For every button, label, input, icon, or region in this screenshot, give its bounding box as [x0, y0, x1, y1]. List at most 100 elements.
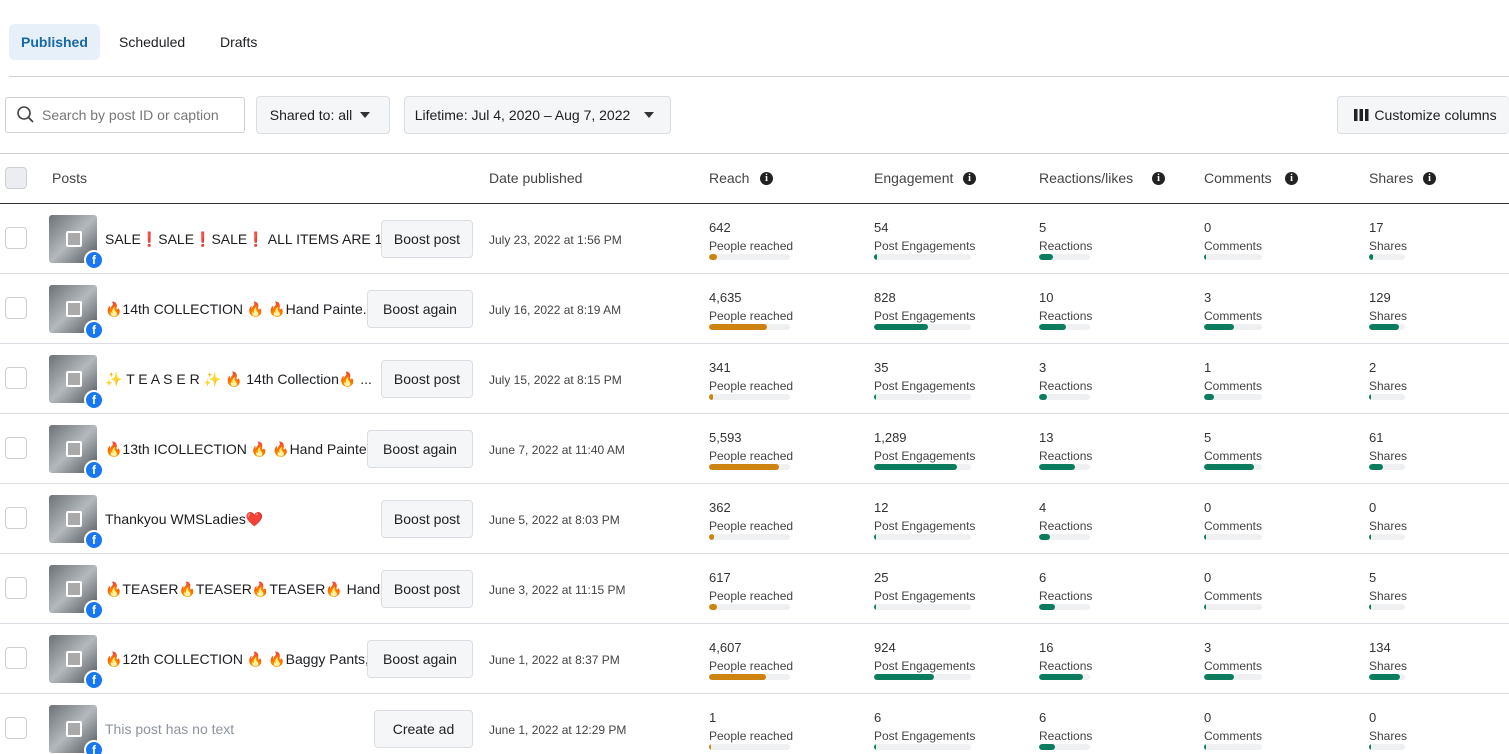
metric-label: Reactions — [1039, 379, 1093, 393]
row-checkbox[interactable] — [5, 507, 27, 529]
divider — [0, 153, 1509, 154]
post-caption[interactable]: ✨ T E A S E R ✨ 🔥 14th Collection🔥 ... — [105, 371, 372, 387]
post-caption[interactable]: SALE❗SALE❗SALE❗ ALL ITEMS ARE 119 1... — [105, 231, 421, 247]
metric-label: People reached — [709, 449, 794, 463]
row-action-button[interactable]: Boost post — [381, 570, 473, 608]
metric-label: Post Engagements — [874, 659, 976, 673]
row-action-button[interactable]: Boost post — [381, 360, 473, 398]
post-caption[interactable]: 🔥13th ICOLLECTION 🔥 🔥Hand Painte... — [105, 441, 379, 457]
metric-track — [1039, 464, 1090, 470]
customize-columns[interactable]: Customize columns — [1337, 96, 1509, 134]
header-border — [0, 203, 1509, 204]
post-caption[interactable]: This post has no text — [105, 721, 235, 737]
select-all-checkbox[interactable] — [5, 167, 27, 189]
thumbnail: f — [49, 495, 104, 550]
row-divider — [0, 413, 1509, 414]
row-divider — [0, 343, 1509, 344]
tab[interactable]: Drafts — [220, 34, 258, 50]
info-icon[interactable]: i — [1423, 172, 1436, 185]
album-icon — [66, 511, 82, 527]
shared-filter[interactable]: Shared to: all — [256, 96, 390, 134]
metric-value: 16 — [1039, 640, 1054, 655]
thumbnail: f — [49, 635, 104, 690]
metric-label: People reached — [709, 659, 794, 673]
row-checkbox[interactable] — [5, 647, 27, 669]
row-checkbox[interactable] — [5, 717, 27, 739]
search-box[interactable]: Search by post ID or caption — [5, 97, 245, 133]
metric-label: Shares — [1369, 379, 1408, 393]
post-caption[interactable]: 🔥12th COLLECTION 🔥 🔥Baggy Pants,... — [105, 651, 381, 667]
row-action-button[interactable]: Boost post — [381, 500, 473, 538]
metric-label: People reached — [709, 519, 794, 533]
post-caption[interactable]: 🔥14th COLLECTION 🔥 🔥Hand Painte... — [105, 301, 375, 317]
metric-value: 1,289 — [874, 430, 907, 445]
date-filter-label: Lifetime: Jul 4, 2020 – Aug 7, 2022 — [414, 107, 631, 123]
metric-value: 0 — [1369, 710, 1377, 725]
metric-value: 35 — [874, 360, 889, 375]
facebook-badge: f — [84, 530, 104, 550]
row-checkbox[interactable] — [5, 437, 27, 459]
row-action-button[interactable]: Create ad — [374, 710, 473, 748]
metric-bar — [1204, 674, 1234, 680]
tab[interactable]: Scheduled — [119, 34, 186, 50]
metric-bar — [709, 744, 711, 750]
metric-track — [1369, 674, 1405, 680]
metric-track — [709, 254, 790, 260]
metric-value: 0 — [1369, 500, 1377, 515]
metric-label: Comments — [1204, 239, 1263, 253]
metric-value: 129 — [1369, 290, 1391, 305]
row-action-button[interactable]: Boost again — [367, 430, 473, 468]
metric-track — [709, 534, 790, 540]
row-checkbox[interactable] — [5, 367, 27, 389]
album-icon — [66, 231, 82, 247]
metric-label: Reactions — [1039, 309, 1093, 323]
metric-bar — [874, 604, 876, 610]
metric-value: 12 — [874, 500, 889, 515]
thumbnail: f — [49, 355, 104, 410]
metric-bar — [1369, 674, 1400, 680]
date-published: July 16, 2022 at 8:19 AM — [489, 303, 622, 317]
metric-label: Comments — [1204, 379, 1263, 393]
row-action-button[interactable]: Boost again — [367, 290, 473, 328]
metric-value: 4 — [1039, 500, 1047, 515]
row-divider — [0, 273, 1509, 274]
metric-track — [874, 674, 971, 680]
post-caption[interactable]: 🔥TEASER🔥TEASER🔥TEASER🔥 Handp... — [105, 581, 400, 597]
metric-label: Reactions — [1039, 729, 1093, 743]
metric-label: Post Engagements — [874, 309, 976, 323]
post-caption[interactable]: Thankyou WMSLadies❤️ — [105, 511, 264, 527]
metric-bar — [1039, 744, 1056, 750]
metric-bar — [1204, 534, 1206, 540]
metric-bar — [1369, 744, 1371, 750]
metric-label: Shares — [1369, 239, 1408, 253]
row-action-button[interactable]: Boost again — [367, 640, 473, 678]
row-checkbox[interactable] — [5, 297, 27, 319]
album-icon — [66, 301, 82, 317]
info-icon[interactable]: i — [1152, 172, 1165, 185]
info-icon[interactable]: i — [963, 172, 976, 185]
metric-track — [874, 324, 971, 330]
facebook-badge: f — [84, 390, 104, 410]
row-checkbox[interactable] — [5, 227, 27, 249]
metric-value: 0 — [1204, 220, 1212, 235]
date-filter[interactable]: Lifetime: Jul 4, 2020 – Aug 7, 2022 — [404, 96, 671, 134]
metric-track — [874, 464, 971, 470]
metric-bar — [709, 254, 717, 260]
row-action-button[interactable]: Boost post — [381, 220, 473, 258]
metric-value: 0 — [1204, 500, 1212, 515]
metric-value: 10 — [1039, 290, 1054, 305]
metric-label: Post Engagements — [874, 449, 976, 463]
metric-bar — [1204, 604, 1206, 610]
metric-track — [1204, 744, 1262, 750]
metric-bar — [1369, 324, 1399, 330]
metric-bar — [874, 464, 958, 470]
metric-bar — [1039, 394, 1048, 400]
metric-label: Post Engagements — [874, 589, 976, 603]
info-icon[interactable]: i — [1285, 172, 1298, 185]
metric-label: Reactions — [1039, 589, 1093, 603]
tab[interactable]: Published — [9, 24, 100, 60]
row-checkbox[interactable] — [5, 577, 27, 599]
info-icon[interactable]: i — [760, 172, 773, 185]
date-published: June 7, 2022 at 11:40 AM — [489, 443, 625, 457]
